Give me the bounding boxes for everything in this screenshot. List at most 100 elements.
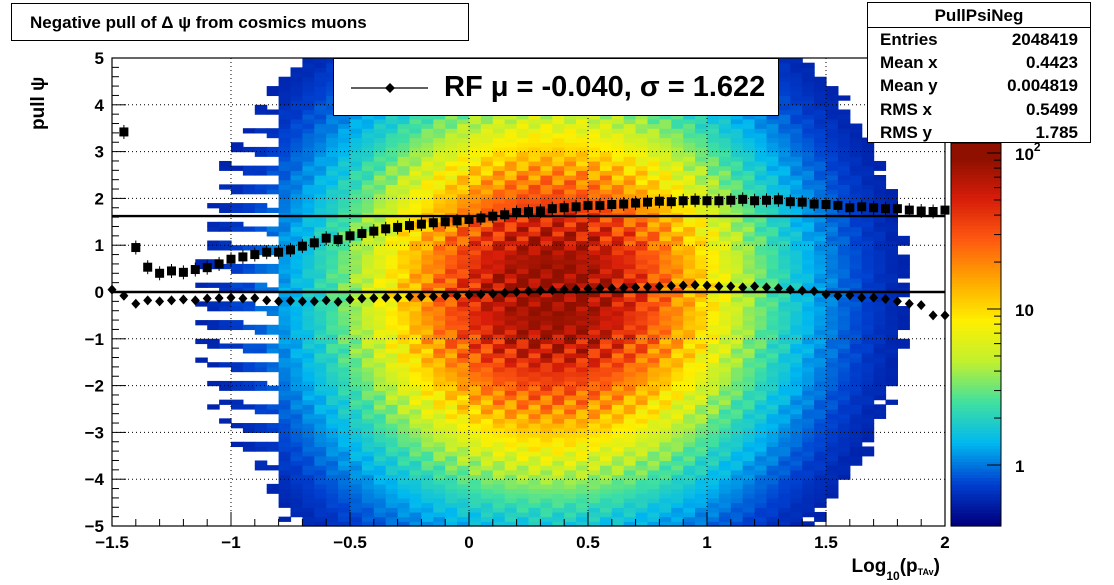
heatmap-cell xyxy=(397,132,411,139)
heatmap-cell xyxy=(623,390,637,396)
heatmap-cell xyxy=(540,114,553,120)
heatmap-cell xyxy=(695,362,708,368)
heatmap-cell xyxy=(528,160,541,167)
heatmap-cell xyxy=(588,521,601,527)
heatmap-cell xyxy=(504,479,518,485)
heatmap-cell xyxy=(576,259,589,265)
heatmap-cell xyxy=(695,315,708,321)
heatmap-cell xyxy=(326,511,339,518)
heatmap-cell xyxy=(409,146,422,153)
heatmap-cell xyxy=(826,95,839,101)
heatmap-cell xyxy=(671,474,684,480)
heatmap-cell xyxy=(790,175,803,181)
heatmap-cell xyxy=(409,427,422,433)
heatmap-cell xyxy=(837,427,851,433)
heatmap-cell xyxy=(695,497,708,504)
heatmap-cell xyxy=(635,469,649,476)
heatmap-cell xyxy=(302,460,315,466)
heatmap-cell xyxy=(385,245,399,251)
heatmap-cell xyxy=(623,409,637,415)
heatmap-cell xyxy=(790,67,803,73)
heatmap-cell xyxy=(802,315,815,321)
heatmap-cell xyxy=(849,156,863,162)
heatmap-cell xyxy=(707,170,720,176)
heatmap-cell xyxy=(516,310,530,316)
heatmap-cell xyxy=(754,179,768,185)
heatmap-cell xyxy=(707,156,720,162)
heatmap-cell xyxy=(635,296,649,302)
heatmap-cell xyxy=(611,221,625,228)
heatmap-cell xyxy=(492,156,506,162)
heatmap-cell xyxy=(266,324,280,331)
heatmap-cell xyxy=(231,287,244,293)
heatmap-cell xyxy=(385,240,399,246)
heatmap-cell xyxy=(647,469,660,476)
heatmap-cell xyxy=(790,100,803,106)
heatmap-cell xyxy=(695,160,708,167)
heatmap-cell xyxy=(338,441,351,448)
heatmap-cell xyxy=(707,310,720,316)
heatmap-cell xyxy=(302,67,315,73)
heatmap-cell xyxy=(588,203,601,209)
heatmap-cell xyxy=(718,348,732,354)
heatmap-cell xyxy=(254,189,268,195)
heatmap-cell xyxy=(742,371,756,377)
heatmap-cell xyxy=(564,455,577,462)
heatmap-cell xyxy=(623,460,637,466)
heatmap-cell xyxy=(814,394,827,401)
heatmap-cell xyxy=(409,329,422,335)
heatmap-cell xyxy=(302,380,315,387)
heatmap-cell xyxy=(695,132,708,139)
heatmap-cell xyxy=(492,282,506,288)
heatmap-cell xyxy=(837,282,851,288)
heatmap-cell xyxy=(671,151,684,157)
heatmap-cell xyxy=(552,483,565,490)
heatmap-cell xyxy=(385,221,399,228)
heatmap-cell xyxy=(397,460,411,466)
heatmap-cell xyxy=(826,432,839,438)
heatmap-cell xyxy=(659,451,672,457)
heatmap-cell xyxy=(480,338,494,345)
heatmap-cell xyxy=(766,451,779,457)
heatmap-cell xyxy=(338,366,351,373)
heatmap-cell xyxy=(314,507,327,513)
heatmap-cell xyxy=(564,296,577,302)
heatmap-cell xyxy=(647,165,660,171)
heatmap-cell xyxy=(540,441,553,448)
heatmap-cell xyxy=(385,254,399,260)
heatmap-cell xyxy=(516,507,530,513)
heatmap-cell xyxy=(290,474,303,480)
heatmap-cell xyxy=(385,114,399,120)
heatmap-cell xyxy=(254,151,268,157)
heatmap-cell xyxy=(528,329,541,335)
heatmap-cell xyxy=(385,511,399,518)
heatmap-cell xyxy=(635,357,649,363)
heatmap-cell xyxy=(409,320,422,326)
heatmap-cell xyxy=(790,306,803,312)
heatmap-cell xyxy=(469,189,482,195)
heatmap-cell xyxy=(540,207,553,214)
heatmap-cell xyxy=(695,189,708,195)
heatmap-cell xyxy=(492,376,506,382)
heatmap-cell xyxy=(457,128,470,134)
heatmap-cell xyxy=(707,175,720,181)
heatmap-cell xyxy=(766,465,779,471)
heatmap-cell xyxy=(350,483,363,490)
heatmap-cell xyxy=(599,254,613,260)
heatmap-cell xyxy=(278,390,292,396)
heatmap-cell xyxy=(849,221,863,228)
heatmap-cell xyxy=(611,451,625,457)
heatmap-cell xyxy=(469,479,482,485)
heatmap-cell xyxy=(707,137,720,143)
heatmap-cell xyxy=(576,521,589,527)
heatmap-cell xyxy=(790,170,803,176)
heatmap-cell xyxy=(707,320,720,326)
heatmap-cell xyxy=(457,357,470,363)
heatmap-cell xyxy=(849,189,863,195)
heatmap-cell xyxy=(350,306,363,312)
heatmap-cell xyxy=(802,259,815,265)
heatmap-cell xyxy=(766,226,779,232)
heatmap-cell xyxy=(599,366,613,373)
heatmap-cell xyxy=(290,479,303,485)
heatmap-cell xyxy=(837,193,851,199)
